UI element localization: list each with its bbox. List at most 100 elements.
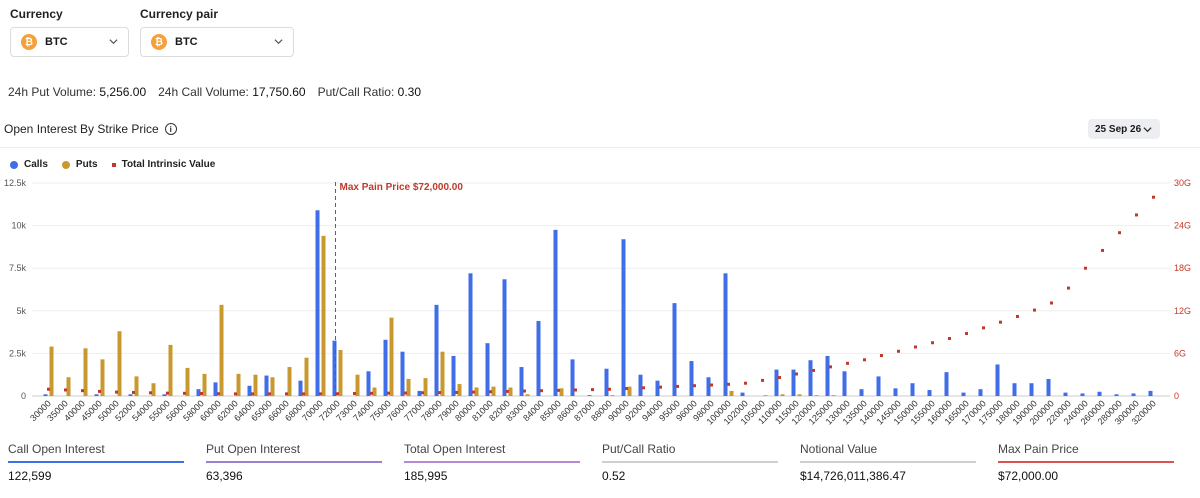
calls-bar [825, 355, 830, 396]
intrinsic-value-point [676, 384, 679, 388]
card-value: 0.52 [602, 469, 626, 483]
expiry-date-value: 25 Sep 26 [1095, 123, 1142, 135]
expiry-date-select[interactable]: 25 Sep 26 [1088, 119, 1160, 139]
chart-legend: Calls Puts Total Intrinsic Value [10, 159, 215, 170]
put-call-ratio-stat: Put/Call Ratio: 0.30 [318, 85, 421, 99]
intrinsic-value-point [132, 390, 135, 394]
card-value: 122,599 [8, 469, 52, 483]
card-label: Total Open Interest [404, 442, 506, 456]
call-volume-value: 17,750.60 [252, 85, 306, 99]
currency-select[interactable]: ₿ BTC [10, 27, 129, 57]
currency-pair-select[interactable]: ₿ BTC [140, 27, 294, 57]
intrinsic-value-point [523, 389, 526, 393]
put-volume-label: 24h Put Volume: [8, 85, 97, 99]
legend-intrinsic[interactable]: Total Intrinsic Value [111, 159, 216, 170]
card-max-pain-price: Max Pain Price $72,000.00 [998, 442, 1196, 483]
info-icon[interactable]: i [164, 123, 177, 135]
calls-bar [332, 340, 337, 396]
intrinsic-value-point [965, 332, 968, 336]
calls-bar [536, 321, 541, 396]
puts-bar [83, 348, 88, 396]
calls-bar [417, 390, 422, 396]
puts-bar [185, 367, 190, 396]
calls-bar [485, 343, 490, 396]
calls-bar [451, 355, 456, 396]
intrinsic-value-point [285, 392, 288, 396]
legend-puts-label: Puts [75, 159, 98, 170]
max-pain-label: Max Pain Price $72,000.00 [340, 182, 464, 193]
calls-bar [604, 368, 609, 396]
calls-bar [859, 389, 864, 396]
intrinsic-value-point [693, 384, 696, 388]
y-left-tick-label: 12.5k [4, 178, 27, 188]
calls-bar [383, 339, 388, 396]
legend-intrinsic-label: Total Intrinsic Value [121, 159, 216, 170]
intrinsic-value-point [846, 361, 849, 365]
intrinsic-square-icon [111, 162, 116, 167]
puts-dot-icon [61, 160, 70, 169]
put-call-ratio-value: 0.30 [397, 85, 421, 99]
intrinsic-value-point [778, 376, 781, 380]
calls-bar [995, 364, 1000, 396]
intrinsic-value-point [336, 392, 339, 396]
calls-bar [1148, 390, 1153, 396]
calls-bar [587, 395, 592, 396]
card-underline [998, 461, 1174, 463]
puts-bar [304, 357, 309, 396]
intrinsic-value-point [438, 391, 441, 395]
puts-bar [763, 395, 768, 396]
section-title: Open Interest By Strike Price i [4, 122, 177, 136]
y-left-tick-label: 0 [21, 391, 26, 401]
y-right-tick-label: 0 [1174, 391, 1179, 401]
puts-bar [814, 395, 819, 396]
intrinsic-value-point [1152, 195, 1155, 199]
puts-bar [797, 394, 802, 396]
calls-bar [1012, 383, 1017, 396]
intrinsic-value-point [931, 341, 934, 345]
calls-bar [689, 361, 694, 396]
card-label: Max Pain Price [998, 442, 1079, 456]
calls-bar [961, 392, 966, 396]
intrinsic-value-point [1033, 308, 1036, 312]
calls-bar [621, 239, 626, 396]
currency-pair-label: Currency pair [140, 7, 219, 21]
call-volume-stat: 24h Call Volume: 17,750.60 [158, 85, 305, 99]
puts-bar [406, 378, 411, 396]
intrinsic-value-point [795, 372, 798, 376]
calls-bar [43, 394, 48, 396]
intrinsic-value-point [812, 368, 815, 372]
puts-bar [389, 317, 394, 396]
calls-bar [655, 380, 660, 396]
calls-bar [570, 359, 575, 396]
legend-puts[interactable]: Puts [61, 159, 98, 170]
calls-bar [196, 389, 201, 396]
calls-bar [1114, 394, 1119, 396]
calls-bar [128, 394, 133, 396]
calls-bar [298, 380, 303, 396]
intrinsic-value-point [47, 387, 50, 391]
calls-bar [1097, 391, 1102, 396]
bitcoin-icon: ₿ [21, 34, 37, 50]
intrinsic-value-point [1050, 301, 1053, 305]
intrinsic-value-point [319, 392, 322, 396]
card-notional-value: Notional Value $14,726,011,386.47 [800, 442, 998, 483]
volume-stats: 24h Put Volume: 5,256.00 24h Call Volume… [8, 85, 421, 99]
card-value: $72,000.00 [998, 469, 1059, 483]
intrinsic-value-point [506, 389, 509, 393]
intrinsic-value-point [1016, 314, 1019, 318]
legend-calls[interactable]: Calls [10, 159, 48, 170]
calls-bar [740, 392, 745, 396]
intrinsic-value-point [81, 389, 84, 393]
puts-bar [253, 374, 258, 396]
put-volume-value: 5,256.00 [99, 85, 147, 99]
puts-bar [440, 351, 445, 396]
puts-bar [202, 373, 207, 396]
y-left-tick-label: 10k [11, 221, 26, 231]
calls-bar [927, 390, 932, 396]
calls-bar [638, 374, 643, 396]
divider [0, 147, 1200, 148]
calls-bar [94, 394, 99, 396]
intrinsic-value-point [302, 392, 305, 396]
card-value: $14,726,011,386.47 [800, 469, 906, 483]
puts-bar [270, 377, 275, 396]
